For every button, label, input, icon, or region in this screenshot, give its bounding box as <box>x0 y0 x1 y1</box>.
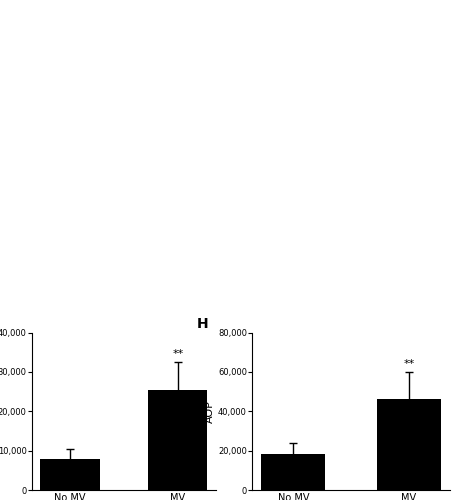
Bar <box>148 390 207 490</box>
Text: **: ** <box>172 349 184 359</box>
Text: **: ** <box>403 359 414 369</box>
Bar <box>377 400 441 490</box>
Text: H: H <box>197 317 209 331</box>
Y-axis label: AOP: AOP <box>205 400 215 422</box>
Bar <box>262 454 325 490</box>
Bar <box>40 458 100 490</box>
